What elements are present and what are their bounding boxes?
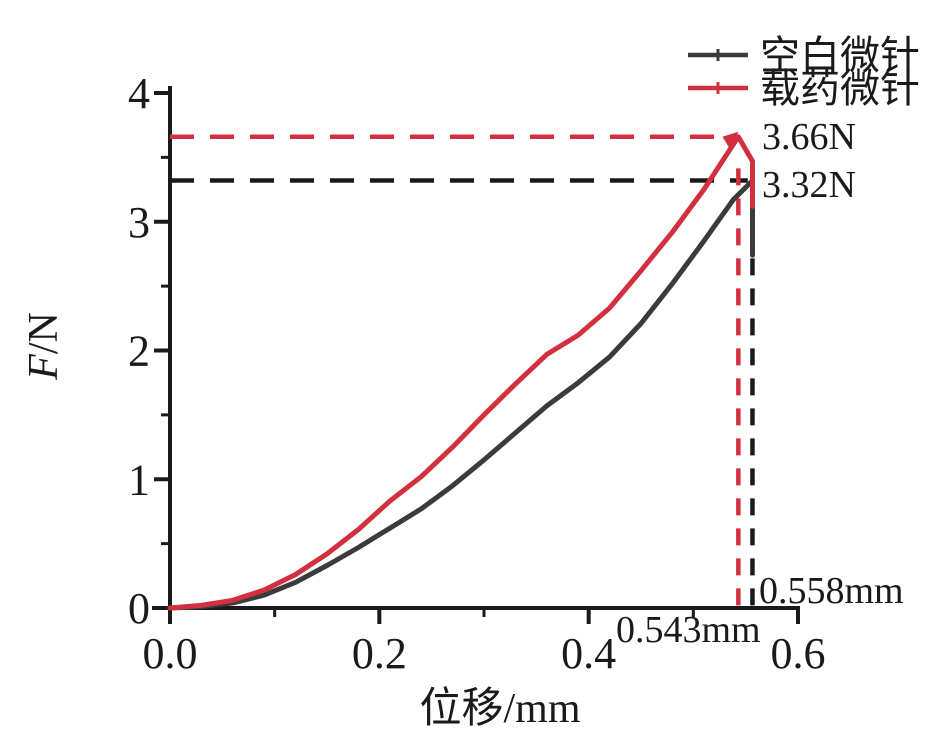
y-tick-label: 4 <box>128 69 150 118</box>
x-tick-label: 0.2 <box>352 629 407 678</box>
axis-lines <box>152 86 800 620</box>
annotation-red-peak-force: 3.66N <box>762 116 856 158</box>
x-axis-title: 位移/mm <box>419 685 580 732</box>
x-tick-label: 0.4 <box>561 629 616 678</box>
annotation-red-peak-displacement: 0.543mm <box>616 609 761 651</box>
annotation-black-peak-force: 3.32N <box>762 164 856 206</box>
y-tick-label: 2 <box>128 327 150 376</box>
y-axis-title: F/N <box>21 312 67 381</box>
y-axis-title-unit: /N <box>21 312 67 354</box>
y-tick-label: 0 <box>128 584 150 633</box>
series-line-blank-microneedle <box>167 178 755 611</box>
y-axis-title-symbol: F <box>21 354 67 381</box>
axes-layer: 0.0 0.2 0.4 0.6 0 1 2 3 4 <box>128 69 826 678</box>
series-line-drug-loaded-microneedle <box>167 134 755 611</box>
legend-label-drug-loaded-microneedle: 载药微针 <box>760 66 920 111</box>
annotation-black-peak-displacement: 0.558mm <box>759 570 904 612</box>
y-tick-label: 1 <box>128 455 150 504</box>
guide-arrowhead-red-peak-force <box>722 131 739 150</box>
legend-label-blank-microneedle: 空白微针 <box>760 33 920 78</box>
y-tick-label: 3 <box>128 198 150 247</box>
series-layer <box>167 134 755 611</box>
x-tick-label: 0.0 <box>143 629 198 678</box>
legend: 空白微针 载药微针 <box>688 33 920 111</box>
x-tick-label: 0.6 <box>771 629 826 678</box>
guide-lines-layer <box>170 131 755 606</box>
